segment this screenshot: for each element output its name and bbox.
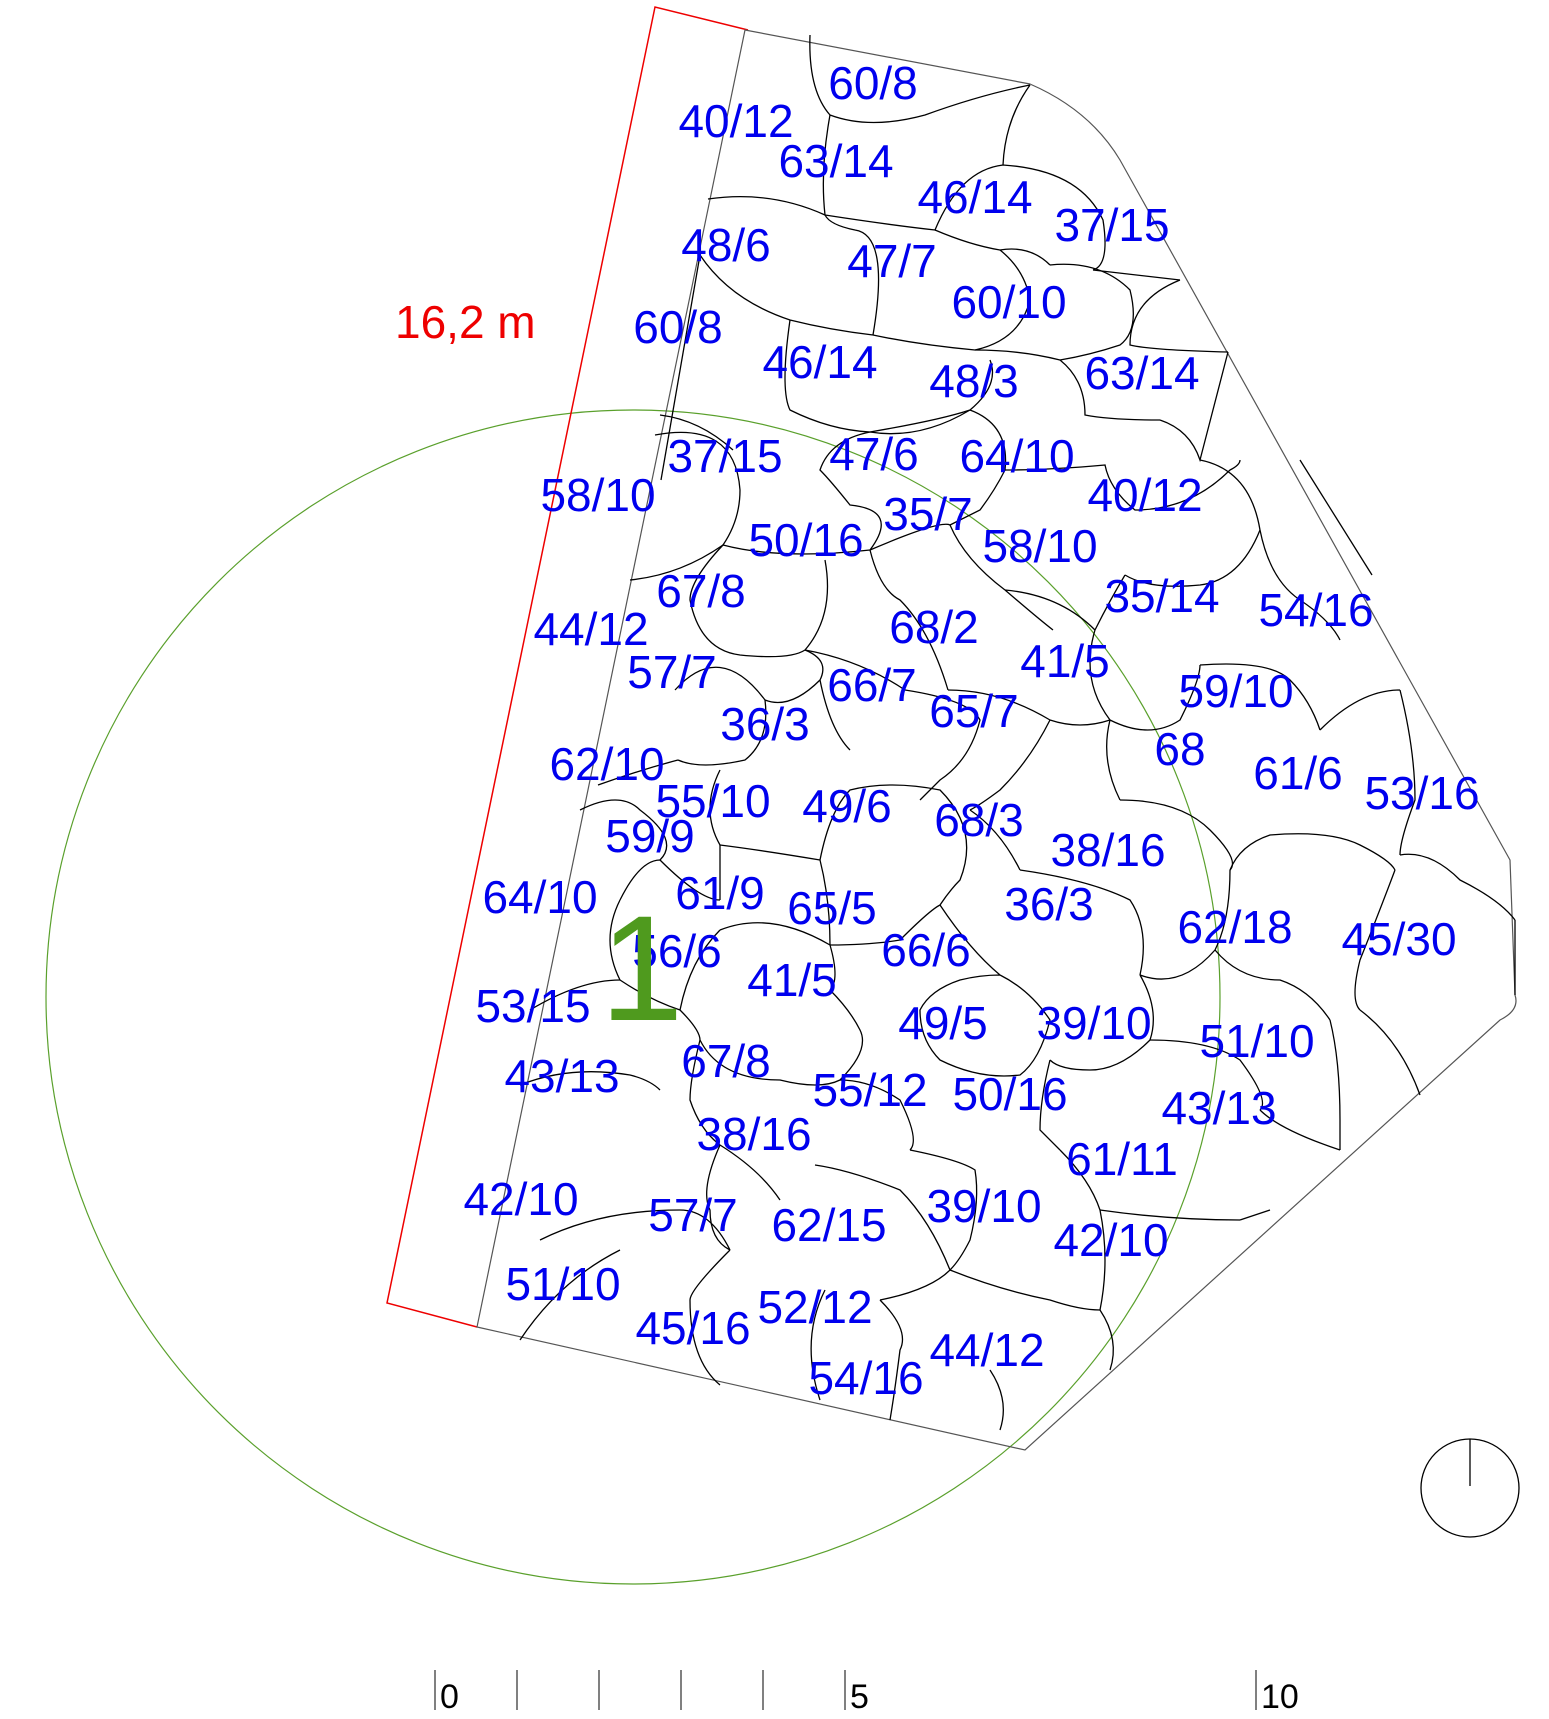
stone-label: 60/10 <box>951 276 1066 328</box>
stone-label: 64/10 <box>482 871 597 923</box>
stone-label: 46/14 <box>917 171 1032 223</box>
stone-label: 65/5 <box>787 882 877 934</box>
stone-label: 57/7 <box>627 646 717 698</box>
stone-label: 39/10 <box>1036 997 1151 1049</box>
stone-label: 55/10 <box>655 775 770 827</box>
stone-label: 61/9 <box>675 867 765 919</box>
stone-label: 67/8 <box>656 565 746 617</box>
stone-label: 60/8 <box>828 57 918 109</box>
scale-bar: 0 5 10 <box>434 1670 1299 1716</box>
stone-label: 49/5 <box>898 997 988 1049</box>
stone-label: 44/12 <box>533 603 648 655</box>
stone-label: 66/7 <box>827 659 917 711</box>
stone-label: 47/6 <box>829 428 919 480</box>
stone-label: 54/16 <box>1258 584 1373 636</box>
stone-label: 62/18 <box>1177 901 1292 953</box>
stone-label: 60/8 <box>633 301 723 353</box>
stone-label: 67/8 <box>681 1035 771 1087</box>
stone-label: 65/7 <box>929 685 1019 737</box>
stone-label: 42/10 <box>463 1173 578 1225</box>
stone-label: 68/3 <box>934 794 1024 846</box>
stone-label: 44/12 <box>929 1324 1044 1376</box>
stone-label: 35/14 <box>1104 570 1219 622</box>
scale-label-0: 0 <box>440 1678 459 1716</box>
stone-label: 51/10 <box>1199 1015 1314 1067</box>
stone-label: 46/14 <box>762 336 877 388</box>
stone-label: 49/6 <box>802 780 892 832</box>
paving-outline <box>476 29 1517 1451</box>
scale-label-10: 10 <box>1261 1678 1299 1716</box>
stone-label: 52/12 <box>757 1281 872 1333</box>
stone-label: 41/5 <box>1020 635 1110 687</box>
stone-label: 37/15 <box>1054 199 1169 251</box>
stone-joints <box>519 34 1516 1431</box>
stone-label: 41/5 <box>747 954 837 1006</box>
stone-label: 35/7 <box>883 488 973 540</box>
stone-label: 40/12 <box>1087 469 1202 521</box>
dimension-label: 16,2 m <box>395 296 536 348</box>
stone-label: 53/15 <box>475 980 590 1032</box>
stone-label: 48/6 <box>681 219 771 271</box>
stone-label: 63/14 <box>1084 347 1199 399</box>
property-boundary-line <box>386 6 749 1328</box>
stone-label: 61/6 <box>1253 747 1343 799</box>
stone-label: 54/16 <box>808 1352 923 1404</box>
scale-label-5: 5 <box>850 1678 869 1716</box>
stone-label: 50/16 <box>748 514 863 566</box>
stone-label: 47/7 <box>847 235 937 287</box>
stone-label: 43/13 <box>1161 1082 1276 1134</box>
stone-label: 53/16 <box>1364 767 1479 819</box>
stone-label: 55/12 <box>812 1064 927 1116</box>
stone-label: 38/16 <box>1050 824 1165 876</box>
stone-label: 36/3 <box>1004 878 1094 930</box>
stone-label: 36/3 <box>720 698 810 750</box>
stone-label: 68/2 <box>889 601 979 653</box>
stone-label: 58/10 <box>982 520 1097 572</box>
stone-label: 45/16 <box>635 1302 750 1354</box>
stone-label: 61/11 <box>1066 1133 1178 1185</box>
stone-label: 63/14 <box>778 135 893 187</box>
stone-label: 66/6 <box>881 924 971 976</box>
stone-label: 37/15 <box>667 430 782 482</box>
stone-label: 64/10 <box>959 430 1074 482</box>
stone-label: 68 <box>1154 723 1205 775</box>
stone-label: 43/13 <box>504 1050 619 1102</box>
stone-label: 48/3 <box>929 355 1019 407</box>
north-arrow-icon <box>1420 1438 1520 1538</box>
stone-label: 62/10 <box>549 738 664 790</box>
stone-label: 59/9 <box>605 810 695 862</box>
tree-number: 1 <box>600 884 683 1052</box>
stone-label: 45/30 <box>1341 913 1456 965</box>
stone-label: 51/10 <box>505 1258 620 1310</box>
stone-label: 38/16 <box>696 1108 811 1160</box>
tree-canopy-circle <box>45 409 1221 1585</box>
stone-label: 42/10 <box>1053 1214 1168 1266</box>
stone-label: 57/7 <box>648 1189 738 1241</box>
stone-label: 40/12 <box>678 95 793 147</box>
stone-label: 58/10 <box>540 469 655 521</box>
stone-label: 39/10 <box>926 1180 1041 1232</box>
stone-label: 50/16 <box>952 1068 1067 1120</box>
stone-label: 56/6 <box>632 925 722 977</box>
stone-label: 62/15 <box>771 1199 886 1251</box>
stone-label: 59/10 <box>1178 665 1293 717</box>
